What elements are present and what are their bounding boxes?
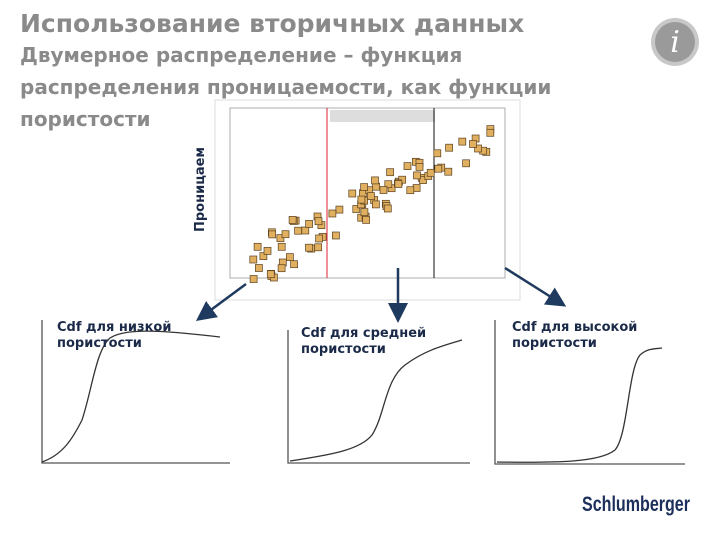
panel-label: Cdf для высокой: [512, 320, 637, 335]
subtitle: Двумерное распределение – функция: [20, 43, 462, 67]
scatter-point: [474, 144, 482, 153]
scatter-point: [276, 234, 285, 242]
scatter-point: [362, 216, 370, 224]
scatter-point: [406, 186, 415, 195]
scatter-point: [263, 247, 272, 255]
panel-label: пористости: [512, 336, 597, 351]
cdf-panel: Cdf для высокой пористости: [494, 320, 685, 465]
scatter-point: [357, 195, 366, 204]
scatter-point: [277, 264, 286, 273]
scatter-point: [352, 205, 361, 213]
scatter-point: [315, 234, 323, 243]
scatter-point: [386, 168, 394, 177]
scatter-point: [413, 171, 421, 180]
scatter-point: [305, 243, 313, 252]
y-axis-label: Проницаем: [193, 147, 208, 232]
arrow: [504, 266, 567, 307]
logo: Schlumberger: [582, 493, 690, 516]
scatter-point: [415, 163, 424, 171]
scatter-point: [486, 128, 495, 137]
scatter-point: [266, 270, 275, 279]
scatter-point: [277, 242, 286, 251]
scatter-point: [268, 230, 277, 239]
scatter-point: [290, 260, 298, 269]
panel-label: пористости: [57, 336, 142, 351]
scatter-point: [394, 180, 403, 188]
scatter-point: [403, 162, 412, 170]
scatter-point: [434, 164, 443, 173]
scatter-point: [360, 208, 369, 216]
scatter-point: [249, 255, 258, 264]
scatter-point: [288, 216, 297, 224]
scatter-image: [214, 99, 521, 301]
scatter-point: [371, 176, 379, 185]
scatter-point: [445, 143, 453, 152]
scatter-point: [286, 253, 294, 261]
panel-label: Cdf для низкой: [57, 320, 171, 335]
subtitle: пористости: [20, 107, 151, 131]
scatter-point: [348, 189, 357, 198]
scatter-point: [253, 242, 262, 251]
arrow: [195, 282, 247, 321]
scatter-point: [444, 167, 453, 176]
scatter-point: [469, 140, 477, 148]
scatter-point: [379, 186, 388, 194]
scatter-point: [335, 205, 344, 214]
scatter-point: [458, 137, 467, 146]
scatter-point: [314, 243, 323, 252]
title: Использование вторичных данных: [20, 9, 524, 38]
scatter-point: [294, 226, 302, 235]
scatter-point: [384, 180, 393, 189]
scatter-point: [383, 204, 392, 213]
scatter-point: [301, 226, 310, 235]
svg-text:i: i: [670, 25, 680, 60]
info-icon: i: [651, 18, 699, 66]
scatter-point: [367, 192, 375, 200]
scatter-point: [281, 230, 290, 239]
scatter-point: [259, 252, 268, 260]
scatter-point: [419, 176, 427, 184]
scatter-point: [332, 231, 340, 240]
scatter-point: [462, 159, 470, 168]
scatter-point: [433, 149, 442, 158]
cdf-panel: Cdf для низкой пористости: [41, 320, 230, 464]
scatter-point: [372, 182, 380, 191]
scatter-point: [412, 184, 421, 192]
scatter-point: [372, 200, 380, 209]
scatter-point: [328, 209, 337, 218]
scatter-point: [249, 275, 258, 283]
subtitle: распределения проницаемости, как функции: [20, 75, 551, 99]
panel-label: пористости: [301, 342, 386, 357]
panel-label: Cdf для средней: [301, 326, 426, 341]
scatter-point: [426, 168, 435, 177]
scatter-point: [360, 183, 368, 191]
scatter-point: [314, 217, 323, 226]
scatter-point: [305, 220, 313, 228]
cdf-panel: Cdf для средней пористости: [287, 326, 470, 464]
scatter-point: [255, 264, 263, 272]
